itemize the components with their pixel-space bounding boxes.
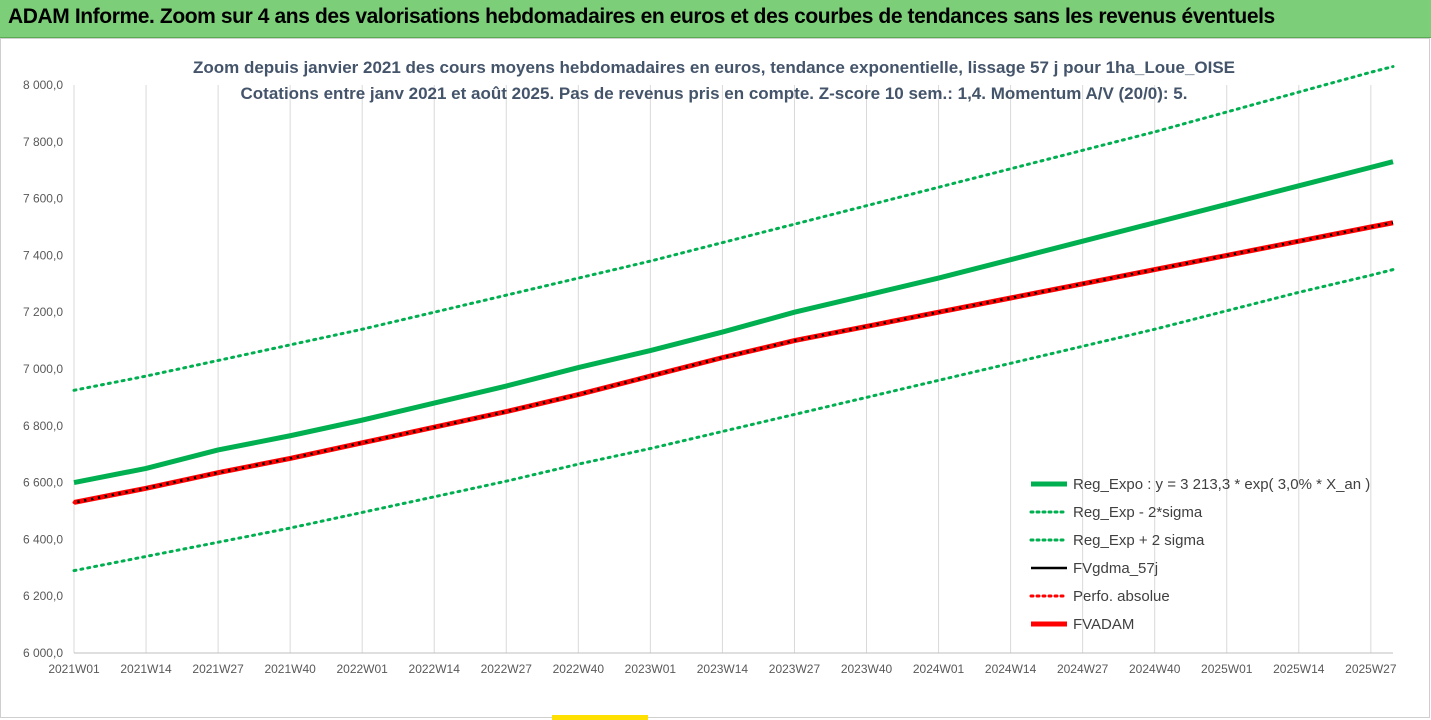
x-tick-label: 2021W01 — [48, 662, 100, 676]
x-tick-label: 2023W27 — [769, 662, 821, 676]
x-tick-label: 2022W14 — [409, 662, 461, 676]
y-tick-label: 6 200,0 — [23, 589, 63, 603]
y-tick-label: 7 000,0 — [23, 362, 63, 376]
x-tick-label: 2022W01 — [336, 662, 388, 676]
y-tick-label: 8 000,0 — [23, 78, 63, 92]
series-lines — [72, 65, 1395, 573]
legend-label: Reg_Exp - 2*sigma — [1073, 504, 1203, 521]
x-tick-label: 2023W01 — [625, 662, 677, 676]
report-banner: ADAM Informe. Zoom sur 4 ans des valoris… — [0, 0, 1431, 38]
report-title: ADAM Informe. Zoom sur 4 ans des valoris… — [8, 5, 1275, 28]
x-tick-label: 2021W27 — [192, 662, 244, 676]
x-tick-label: 2025W14 — [1273, 662, 1325, 676]
legend-label: Reg_Expo : y = 3 213,3 * exp( 3,0% * X_a… — [1073, 476, 1370, 493]
chart-grid — [73, 85, 1372, 653]
legend-label: Perfo. absolue — [1073, 588, 1170, 605]
series-line-2 — [72, 65, 1395, 392]
y-tick-label: 6 400,0 — [23, 532, 63, 546]
y-tick-label: 6 800,0 — [23, 419, 63, 433]
x-tick-label: 2021W14 — [120, 662, 172, 676]
x-tick-label: 2022W27 — [481, 662, 533, 676]
x-tick-label: 2024W14 — [985, 662, 1037, 676]
series-line-4 — [72, 221, 1395, 504]
x-tick-label: 2025W27 — [1345, 662, 1397, 676]
x-tick-label: 2024W01 — [913, 662, 965, 676]
legend: Reg_Expo : y = 3 213,3 * exp( 3,0% * X_a… — [1029, 476, 1370, 633]
chart-title: Zoom depuis janvier 2021 des cours moyen… — [193, 58, 1235, 77]
x-tick-label: 2024W40 — [1129, 662, 1181, 676]
y-tick-label: 6 600,0 — [23, 476, 63, 490]
x-tick-label: 2023W40 — [841, 662, 893, 676]
x-tick-label: 2021W40 — [264, 662, 316, 676]
y-tick-label: 7 600,0 — [23, 192, 63, 206]
series-line-5 — [73, 220, 1394, 505]
x-axis-ticks: 2021W01 2021W14 2021W27 2021W40 2022W01 2022W… — [48, 662, 1397, 676]
y-tick-label: 6 000,0 — [23, 646, 63, 660]
chart-frame: 6 000,0 6 200,0 6 400,0 6 600,0 6 800,0 7 000… — [0, 38, 1430, 718]
legend-label: Reg_Exp + 2 sigma — [1073, 532, 1205, 549]
series-line-0 — [73, 159, 1394, 486]
x-tick-label: 2024W27 — [1057, 662, 1109, 676]
chart: 6 000,0 6 200,0 6 400,0 6 600,0 6 800,0 7 000… — [23, 58, 1397, 676]
y-tick-label: 7 200,0 — [23, 305, 63, 319]
legend-label: FVgdma_57j — [1073, 560, 1158, 577]
chart-subtitle: Cotations entre janv 2021 et août 2025. … — [241, 84, 1188, 103]
legend-label: FVADAM — [1073, 616, 1134, 633]
x-tick-label: 2023W14 — [697, 662, 749, 676]
x-tick-label: 2025W01 — [1201, 662, 1253, 676]
y-tick-label: 7 400,0 — [23, 248, 63, 262]
x-tick-label: 2022W40 — [553, 662, 605, 676]
y-axis-ticks: 6 000,0 6 200,0 6 400,0 6 600,0 6 800,0 7 000… — [23, 78, 63, 660]
series-line-1 — [72, 268, 1395, 573]
y-tick-label: 7 800,0 — [23, 135, 63, 149]
sheet-tab-indicator — [552, 715, 648, 720]
